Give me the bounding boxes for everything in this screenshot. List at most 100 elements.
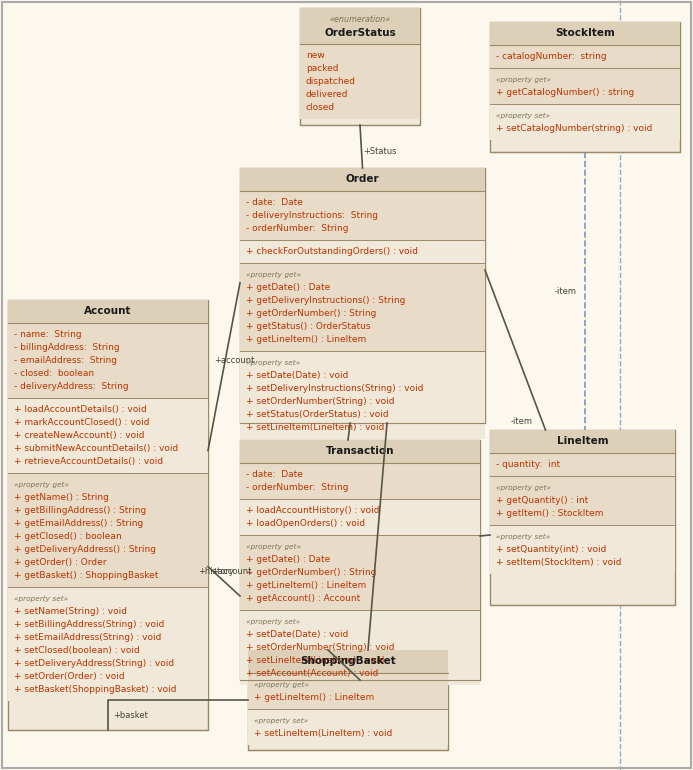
- Text: + getDate() : Date: + getDate() : Date: [246, 283, 331, 292]
- Text: + setDeliveryAddress(String) : void: + setDeliveryAddress(String) : void: [14, 659, 174, 668]
- Bar: [240, 263, 485, 351]
- Text: + getCatalogNumber() : string: + getCatalogNumber() : string: [496, 88, 634, 97]
- Bar: [240, 168, 485, 191]
- Text: + setName(String) : void: + setName(String) : void: [14, 607, 127, 616]
- Text: + getAccount() : Account: + getAccount() : Account: [246, 594, 360, 603]
- Text: +Status: +Status: [363, 147, 396, 156]
- Bar: [240, 440, 480, 680]
- Text: + checkForOutstandingOrders() : void: + checkForOutstandingOrders() : void: [246, 247, 418, 256]
- Text: + setLineItem(LineItem) : void: + setLineItem(LineItem) : void: [246, 423, 385, 432]
- Text: + getQuantity() : int: + getQuantity() : int: [496, 496, 588, 505]
- Bar: [490, 104, 680, 140]
- Bar: [240, 240, 485, 263]
- Text: «property get»: «property get»: [254, 681, 309, 688]
- Bar: [240, 499, 480, 535]
- Bar: [240, 463, 480, 499]
- Text: «property get»: «property get»: [496, 484, 551, 490]
- Text: «enumeration»: «enumeration»: [329, 15, 391, 24]
- Text: + setOrderNumber(String) : void: + setOrderNumber(String) : void: [246, 397, 394, 406]
- Bar: [240, 191, 485, 240]
- Bar: [240, 440, 480, 463]
- Bar: [240, 351, 485, 439]
- Bar: [300, 44, 420, 119]
- Text: «property set»: «property set»: [496, 534, 550, 540]
- Bar: [248, 673, 448, 709]
- Text: + setOrderNumber(String) : void: + setOrderNumber(String) : void: [246, 643, 394, 652]
- Text: + getOrderNumber() : String: + getOrderNumber() : String: [246, 309, 376, 318]
- Text: - closed:  boolean: - closed: boolean: [14, 369, 94, 378]
- Text: + setAccount(Account) : void: + setAccount(Account) : void: [246, 669, 378, 678]
- Text: + setItem(StockItem) : void: + setItem(StockItem) : void: [496, 558, 622, 567]
- Text: - emailAddress:  String: - emailAddress: String: [14, 356, 117, 365]
- Text: - quantity:  int: - quantity: int: [496, 460, 560, 469]
- Text: «property get»: «property get»: [496, 76, 551, 82]
- Bar: [8, 587, 208, 701]
- Text: + getOrder() : Order: + getOrder() : Order: [14, 558, 107, 567]
- Text: + getClosed() : boolean: + getClosed() : boolean: [14, 532, 122, 541]
- Text: + setOrder(Order) : void: + setOrder(Order) : void: [14, 672, 125, 681]
- Text: + getOrderNumber() : String: + getOrderNumber() : String: [246, 568, 376, 577]
- Text: - date:  Date: - date: Date: [246, 198, 303, 207]
- Text: + setClosed(boolean) : void: + setClosed(boolean) : void: [14, 646, 140, 655]
- Text: - name:  String: - name: String: [14, 330, 82, 339]
- Text: «property set»: «property set»: [246, 360, 300, 366]
- Bar: [300, 8, 420, 44]
- Bar: [490, 68, 680, 104]
- Text: closed: closed: [306, 103, 335, 112]
- Text: +basket: +basket: [113, 711, 148, 719]
- Bar: [8, 323, 208, 398]
- Bar: [8, 300, 208, 323]
- Text: + loadAccountDetails() : void: + loadAccountDetails() : void: [14, 405, 147, 414]
- Bar: [490, 430, 675, 605]
- Bar: [248, 709, 448, 745]
- Text: Transaction: Transaction: [326, 447, 394, 457]
- Text: + setStatus(OrderStatus) : void: + setStatus(OrderStatus) : void: [246, 410, 389, 419]
- Text: - deliveryInstructions:  String: - deliveryInstructions: String: [246, 211, 378, 220]
- Bar: [490, 525, 675, 574]
- Text: + getDate() : Date: + getDate() : Date: [246, 555, 331, 564]
- Bar: [490, 22, 680, 152]
- Text: + setLineItem(LineItem) : void: + setLineItem(LineItem) : void: [254, 729, 392, 738]
- Bar: [8, 300, 208, 730]
- Bar: [8, 398, 208, 473]
- Text: + getDeliveryAddress() : String: + getDeliveryAddress() : String: [14, 545, 156, 554]
- Text: + retrieveAccountDetails() : void: + retrieveAccountDetails() : void: [14, 457, 163, 466]
- Text: + setQuantity(int) : void: + setQuantity(int) : void: [496, 545, 606, 554]
- Text: «property set»: «property set»: [14, 595, 68, 601]
- Text: + loadOpenOrders() : void: + loadOpenOrders() : void: [246, 519, 365, 528]
- Text: + getName() : String: + getName() : String: [14, 493, 109, 502]
- Bar: [300, 8, 420, 125]
- Text: + setEmailAddress(String) : void: + setEmailAddress(String) : void: [14, 633, 161, 642]
- Text: + setDeliveryInstructions(String) : void: + setDeliveryInstructions(String) : void: [246, 384, 423, 393]
- Text: delivered: delivered: [306, 90, 349, 99]
- Text: + getDeliveryInstructions() : String: + getDeliveryInstructions() : String: [246, 296, 405, 305]
- Text: + markAccountClosed() : void: + markAccountClosed() : void: [14, 418, 150, 427]
- Bar: [248, 650, 448, 750]
- Text: +account: +account: [211, 567, 252, 576]
- Bar: [240, 610, 480, 685]
- Text: StockItem: StockItem: [555, 28, 615, 38]
- Text: + setLineItem(LineItem) : void: + setLineItem(LineItem) : void: [246, 656, 385, 665]
- Text: Order: Order: [346, 175, 379, 185]
- Text: + submitNewAccountDetails() : void: + submitNewAccountDetails() : void: [14, 444, 178, 453]
- Bar: [240, 535, 480, 610]
- Text: packed: packed: [306, 64, 338, 73]
- Text: - catalogNumber:  string: - catalogNumber: string: [496, 52, 606, 61]
- Bar: [490, 45, 680, 68]
- Text: + getLineItem() : LineItem: + getLineItem() : LineItem: [246, 581, 366, 590]
- Bar: [490, 453, 675, 476]
- Text: + getStatus() : OrderStatus: + getStatus() : OrderStatus: [246, 322, 371, 331]
- Text: + setCatalogNumber(string) : void: + setCatalogNumber(string) : void: [496, 124, 652, 133]
- Bar: [8, 473, 208, 587]
- Text: ShoppingBasket: ShoppingBasket: [300, 657, 396, 667]
- Text: «property set»: «property set»: [496, 112, 550, 119]
- Text: + setDate(Date) : void: + setDate(Date) : void: [246, 371, 349, 380]
- Text: - deliveryAddress:  String: - deliveryAddress: String: [14, 382, 129, 391]
- Text: -item: -item: [511, 417, 532, 427]
- Text: + getItem() : StockItem: + getItem() : StockItem: [496, 509, 604, 518]
- Bar: [490, 476, 675, 525]
- Text: + setBillingAddress(String) : void: + setBillingAddress(String) : void: [14, 620, 164, 629]
- Text: + getBillingAddress() : String: + getBillingAddress() : String: [14, 506, 146, 515]
- Text: + createNewAccount() : void: + createNewAccount() : void: [14, 431, 145, 440]
- Text: + setDate(Date) : void: + setDate(Date) : void: [246, 630, 349, 639]
